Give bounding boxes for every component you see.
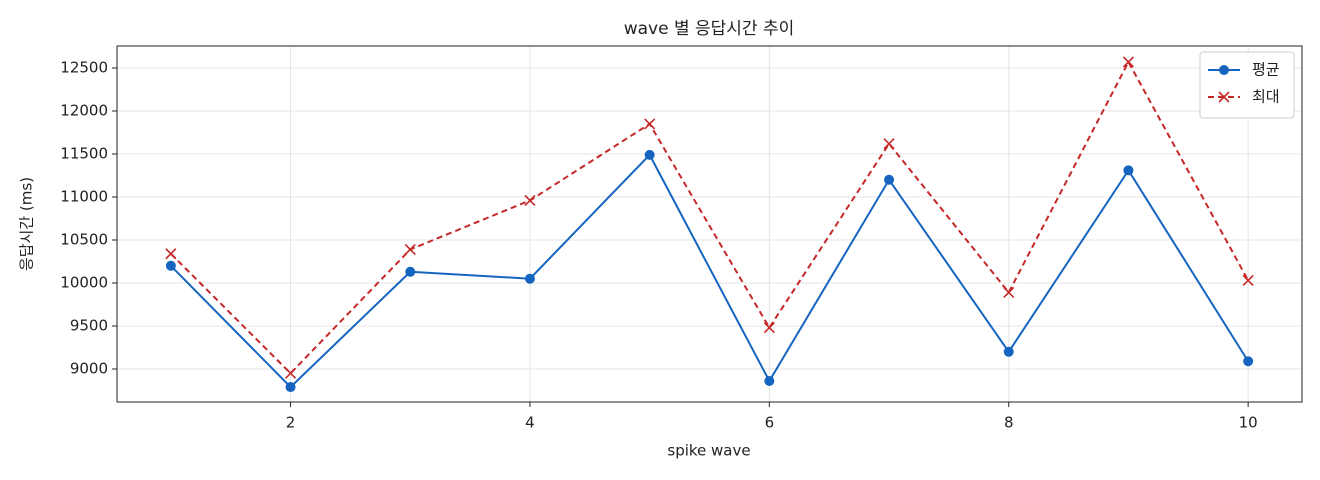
marker [1243, 356, 1254, 367]
line [170, 153, 1249, 389]
y-tick-label: 11000 [60, 187, 108, 205]
marker [165, 248, 177, 260]
marker [764, 376, 775, 387]
marker [1123, 165, 1134, 176]
marker [1122, 56, 1135, 68]
x-tick-label: 2 [286, 414, 296, 432]
chart-title: wave 별 응답시간 추이 [624, 19, 795, 39]
y-tick-label: 9500 [70, 316, 108, 334]
marker [284, 367, 297, 379]
marker [165, 260, 176, 271]
marker [285, 382, 296, 393]
legend-marker [1218, 91, 1230, 103]
marker [644, 149, 655, 160]
marker [1003, 346, 1014, 357]
x-tick-label: 8 [1004, 414, 1014, 432]
marker [644, 118, 656, 130]
y-tick-label: 12000 [60, 102, 108, 120]
y-tick-label: 11500 [60, 145, 108, 163]
marker [404, 243, 416, 256]
y-axis-label: 응답시간 (ms) [18, 177, 36, 271]
marker [1003, 286, 1015, 299]
x-tick-label: 10 [1239, 414, 1258, 432]
legend-marker [1219, 65, 1229, 75]
marker [405, 266, 416, 277]
x-axis-label: spike wave [667, 442, 750, 460]
legend-label: 평균 [1252, 61, 1280, 79]
marker [884, 174, 895, 185]
x-tick-label: 6 [765, 414, 775, 432]
legend-label: 최대 [1252, 88, 1280, 106]
y-tick-label: 9000 [70, 359, 108, 377]
marker [763, 322, 775, 334]
y-tick-label: 10000 [60, 273, 108, 291]
marker [883, 138, 895, 150]
y-tick-label: 12500 [60, 59, 108, 77]
marker [524, 194, 536, 207]
plot-frame [116, 45, 1303, 403]
legend-box [1199, 51, 1295, 119]
marker [1242, 274, 1254, 286]
marker [524, 273, 535, 284]
x-tick-label: 4 [525, 414, 535, 432]
y-tick-label: 10500 [60, 230, 108, 248]
line [170, 59, 1250, 375]
